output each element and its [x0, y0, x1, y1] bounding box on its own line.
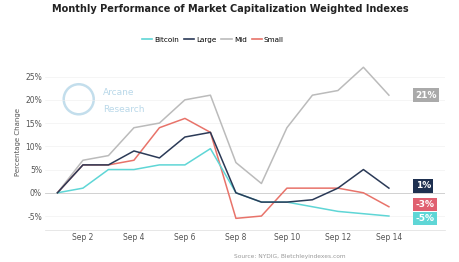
Text: Arcane: Arcane	[102, 88, 134, 97]
Text: 1%: 1%	[415, 181, 430, 190]
Y-axis label: Percentage Change: Percentage Change	[15, 108, 21, 176]
Text: Research: Research	[102, 105, 144, 114]
Text: -5%: -5%	[415, 214, 434, 223]
Text: Source: NYDIG, Bletchleyindexes.com: Source: NYDIG, Bletchleyindexes.com	[234, 254, 345, 259]
Text: Monthly Performance of Market Capitalization Weighted Indexes: Monthly Performance of Market Capitaliza…	[51, 4, 408, 14]
Text: 21%: 21%	[415, 91, 436, 100]
Text: -3%: -3%	[415, 200, 434, 209]
Legend: Bitcoin, Large, Mid, Small: Bitcoin, Large, Mid, Small	[139, 34, 286, 46]
